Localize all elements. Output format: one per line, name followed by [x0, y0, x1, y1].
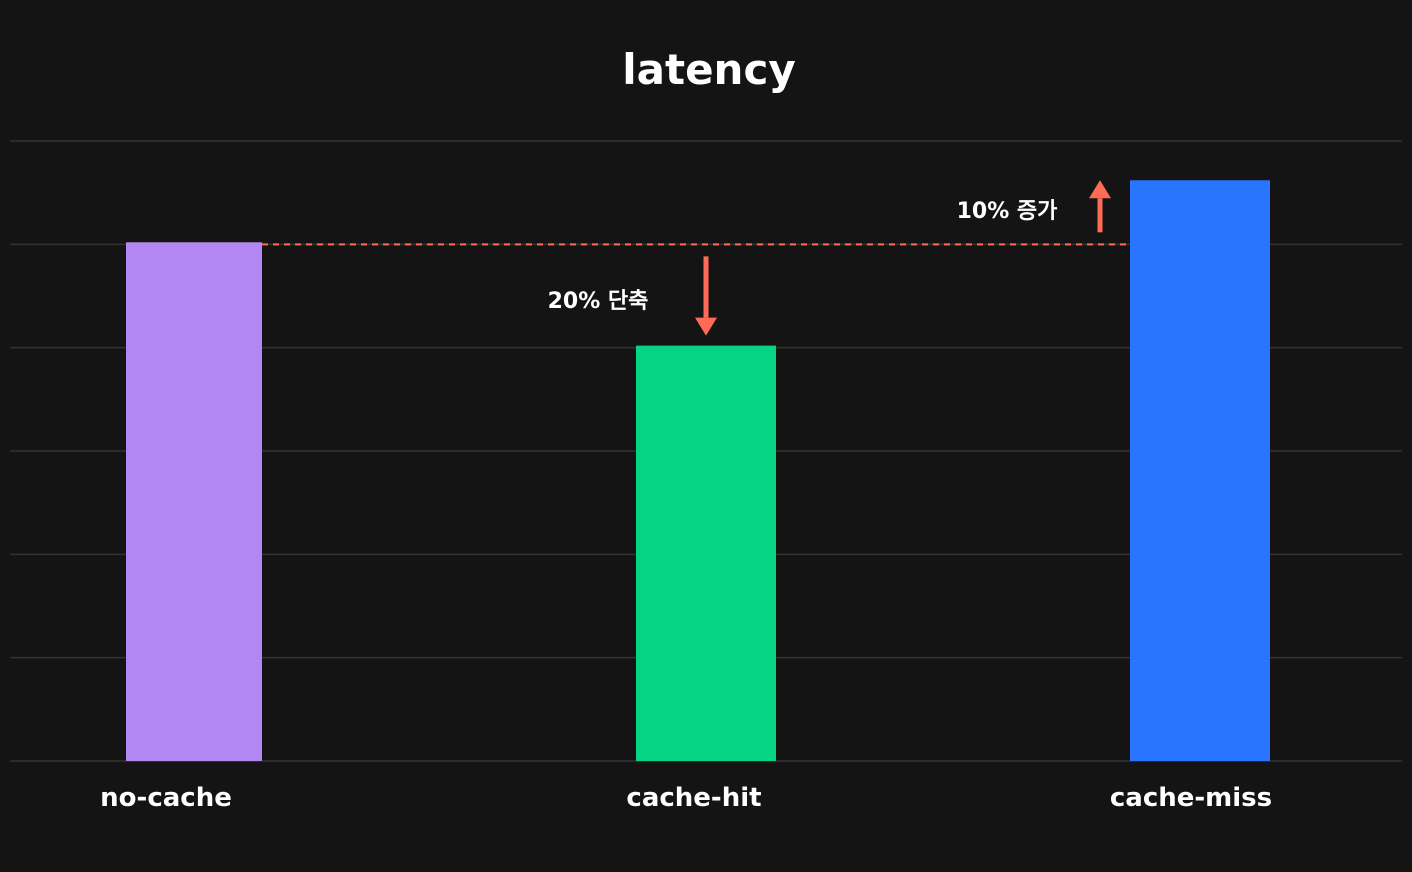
x-tick-label: no-cache — [100, 783, 232, 813]
annotation-decrease-label: 20% 단축 — [548, 289, 649, 314]
category-labels: no-cache cache-hit cache-miss — [100, 783, 1272, 813]
annotation-increase-label: 10% 증가 — [957, 199, 1058, 224]
x-tick-label: cache-miss — [1110, 783, 1272, 813]
down-arrow-icon — [695, 256, 717, 336]
annotations: 20% 단축 10% 증가 — [548, 180, 1111, 336]
bar-cache-miss — [1130, 180, 1270, 761]
x-tick-label: cache-hit — [626, 783, 761, 813]
chart-title: latency — [622, 45, 795, 94]
bar-cache-hit — [636, 345, 776, 761]
up-arrow-icon — [1089, 180, 1111, 233]
bar-no-cache — [126, 242, 262, 761]
bars — [126, 180, 1270, 761]
